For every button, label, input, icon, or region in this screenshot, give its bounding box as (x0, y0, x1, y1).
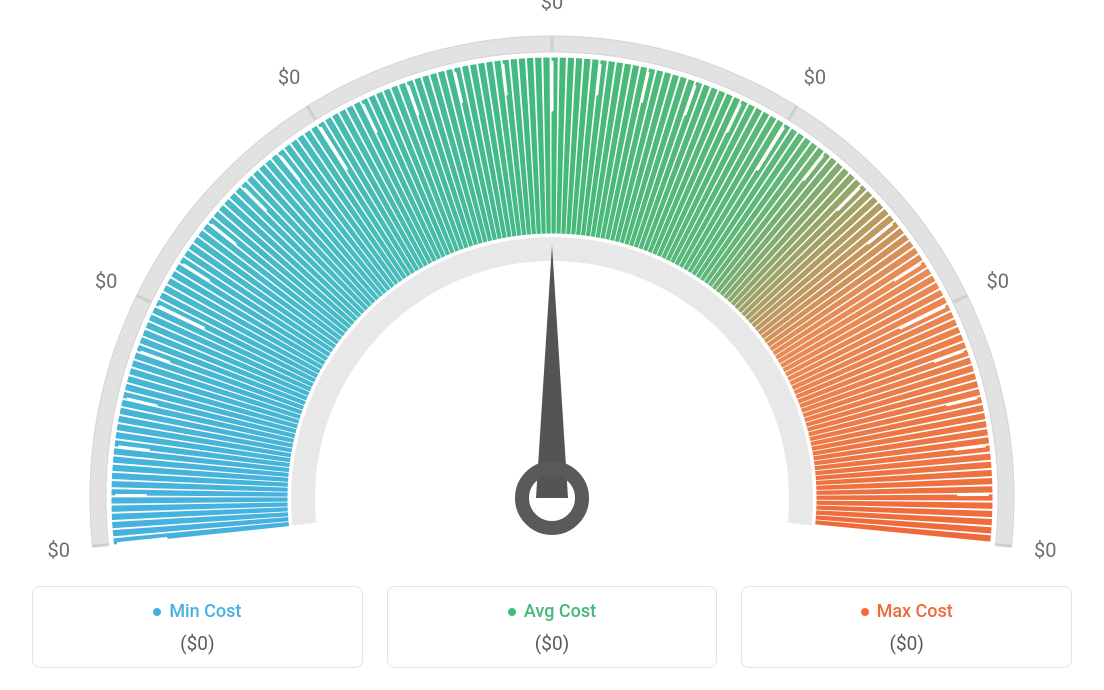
legend-dot-min (153, 608, 161, 616)
legend-label-min: Min Cost (169, 601, 241, 622)
legend-dot-max (861, 608, 869, 616)
legend-card-avg: Avg Cost ($0) (387, 586, 718, 669)
legend-title-max: Max Cost (861, 601, 953, 622)
legend-card-min: Min Cost ($0) (32, 586, 363, 669)
legend-title-avg: Avg Cost (508, 601, 596, 622)
gauge-tick-label: $0 (47, 538, 69, 562)
legend-value-avg: ($0) (400, 632, 705, 655)
gauge-tick-label: $0 (541, 0, 563, 14)
legend-dot-avg (508, 608, 516, 616)
gauge-tick-label: $0 (95, 269, 117, 293)
gauge-tick-label: $0 (804, 65, 826, 89)
gauge-tick-label: $0 (1034, 538, 1056, 562)
gauge-tick-label: $0 (278, 65, 300, 89)
legend-value-min: ($0) (45, 632, 350, 655)
legend-title-min: Min Cost (153, 601, 241, 622)
gauge-container: $0 $0 $0 $0 $0 $0 $0 (0, 0, 1104, 560)
legend-label-max: Max Cost (877, 601, 953, 622)
legend-value-max: ($0) (754, 632, 1059, 655)
legend-card-max: Max Cost ($0) (741, 586, 1072, 669)
legend-row: Min Cost ($0) Avg Cost ($0) Max Cost ($0… (32, 586, 1072, 669)
gauge-tick-label: $0 (987, 269, 1009, 293)
gauge-chart (0, 0, 1104, 560)
legend-label-avg: Avg Cost (524, 601, 596, 622)
